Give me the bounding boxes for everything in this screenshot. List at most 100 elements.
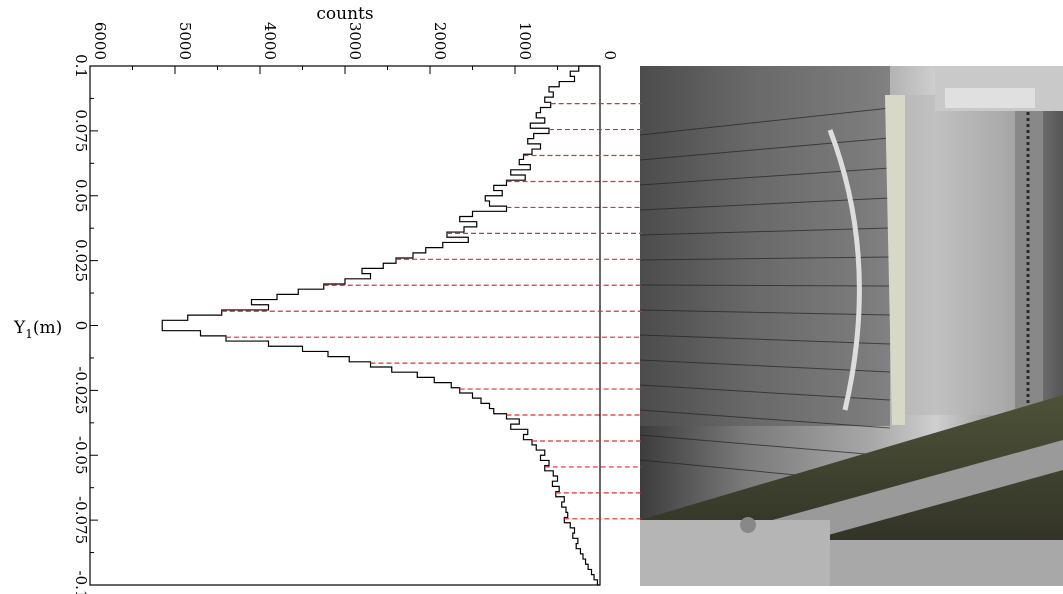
y-tick-label: -0.025	[72, 366, 90, 414]
histogram-bin	[573, 533, 600, 538]
histogram-bin	[583, 554, 600, 559]
histogram-bin	[396, 258, 600, 263]
histogram-bin	[303, 346, 601, 351]
histogram-bin	[553, 471, 600, 476]
histogram-bin	[494, 185, 600, 190]
histogram-bin	[575, 76, 601, 81]
histogram-bin	[530, 165, 600, 170]
y-tick-label: -0.075	[72, 496, 90, 544]
y-axis-ticks: 0.1 0.075 0.05 0.025 0 -0.025 -0.05 -0.075 -0.1	[72, 54, 98, 594]
histogram-bin	[477, 222, 600, 227]
y-tick-label: 0.075	[72, 109, 90, 152]
histogram-chart: 6000 5000 4000 3000 2000 1000 0 0.10.0750.050.…	[13, 4, 642, 594]
histogram-bin	[162, 320, 600, 325]
histogram-bin	[553, 92, 600, 97]
histogram-bin	[594, 575, 600, 580]
histogram-bin	[269, 341, 601, 346]
histogram-bin	[576, 543, 600, 548]
histogram-bin	[536, 113, 600, 118]
histogram-bin	[532, 149, 600, 154]
histogram-bin	[502, 191, 600, 196]
histogram-bin	[426, 248, 600, 253]
histogram-bin	[460, 388, 600, 393]
histogram-bin	[592, 569, 601, 574]
y-tick-label: 0.05	[72, 179, 90, 212]
histogram-bin	[545, 450, 600, 455]
histogram-bin	[473, 211, 601, 216]
histogram-bin	[586, 559, 600, 564]
y-tick-label: -0.05	[72, 436, 90, 474]
histogram-bin	[528, 139, 600, 144]
x-axis-ticks: 6000 5000 4000 3000 2000 1000 0	[89, 22, 619, 74]
histogram-bin	[349, 357, 600, 362]
histogram-bin	[524, 434, 601, 439]
histogram-bin	[511, 170, 600, 175]
histogram-bin	[519, 419, 600, 424]
histogram-bin	[443, 242, 600, 247]
histogram-bin	[566, 507, 600, 512]
x-tick-label: 3000	[346, 22, 364, 60]
histogram-outline	[161, 65, 600, 586]
histogram-bin	[345, 279, 600, 284]
x-tick-label: 4000	[261, 22, 279, 60]
histogram-bin	[519, 159, 600, 164]
histogram-bin	[362, 268, 600, 273]
histogram-bin	[541, 455, 601, 460]
x-tick-label: 6000	[91, 22, 109, 60]
histogram-bin	[468, 237, 600, 242]
histogram-bin	[490, 403, 601, 408]
histogram-bin	[298, 289, 600, 294]
histogram-bin	[549, 460, 600, 465]
histogram-bin	[464, 227, 600, 232]
histogram-bin	[277, 294, 600, 299]
histogram-bin	[507, 180, 601, 185]
histogram-bin	[485, 196, 600, 201]
histogram-bin	[383, 263, 600, 268]
x-tick-label: 0	[601, 50, 619, 60]
histogram-bin	[559, 82, 600, 87]
wire-marker-lines	[221, 103, 642, 520]
histogram-bin	[494, 409, 600, 414]
histogram-bin	[162, 326, 600, 331]
histogram-bin	[597, 580, 600, 585]
histogram-bin	[507, 414, 601, 419]
histogram-bin	[451, 383, 600, 388]
histogram-bin	[460, 217, 600, 222]
histogram-bin	[511, 424, 600, 429]
histogram-bin	[530, 123, 600, 128]
x-tick-label: 2000	[431, 22, 449, 60]
histogram-bins	[162, 66, 600, 585]
histogram-bin	[536, 445, 600, 450]
histogram-bin	[541, 108, 601, 113]
histogram-bin	[562, 502, 600, 507]
histogram-bin	[570, 523, 600, 528]
histogram-bin	[564, 497, 600, 502]
histogram-bin	[417, 372, 600, 377]
x-axis-title: counts	[316, 4, 373, 24]
histogram-bin	[188, 315, 600, 320]
y-axis-title: Y1(m)	[13, 318, 62, 341]
histogram-bin	[568, 512, 600, 517]
histogram-bin	[578, 538, 600, 543]
histogram-bin	[534, 133, 600, 138]
histogram-bin	[413, 253, 600, 258]
histogram-bin	[371, 274, 601, 279]
histogram-bin	[588, 564, 600, 569]
x-tick-label: 5000	[176, 22, 194, 60]
histogram-bin	[570, 71, 600, 76]
histogram-bin	[558, 476, 601, 481]
histogram-bin	[579, 66, 600, 71]
histogram-bin	[525, 175, 600, 180]
histogram-bin	[392, 367, 600, 372]
x-tick-label: 1000	[516, 22, 534, 60]
histogram-bin	[556, 492, 600, 497]
y-tick-label: 0.025	[72, 239, 90, 282]
detector-photo	[640, 66, 1063, 586]
histogram-bin	[328, 351, 600, 356]
histogram-bin	[552, 481, 600, 486]
histogram-bin	[580, 549, 600, 554]
histogram-bin	[575, 528, 601, 533]
y-tick-label: -0.1	[72, 571, 90, 594]
y-tick-label: 0	[72, 321, 90, 331]
histogram-bin	[269, 305, 601, 310]
